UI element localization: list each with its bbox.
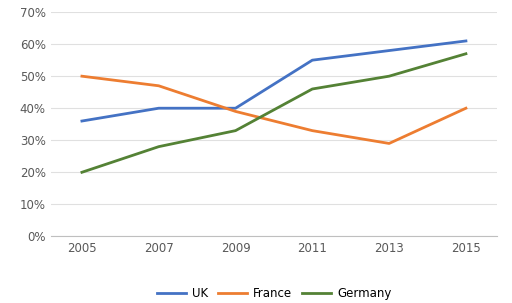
France — [232, 110, 239, 113]
Germany — [156, 145, 162, 148]
Line: UK: UK — [82, 41, 466, 121]
UK — [232, 106, 239, 110]
Germany — [386, 74, 392, 78]
UK — [79, 119, 85, 123]
UK — [156, 106, 162, 110]
France — [309, 129, 315, 132]
Line: Germany: Germany — [82, 54, 466, 172]
France — [386, 142, 392, 145]
Germany — [463, 52, 469, 55]
Germany — [232, 129, 239, 132]
Legend: UK, France, Germany: UK, France, Germany — [152, 283, 396, 303]
France — [156, 84, 162, 88]
France — [79, 74, 85, 78]
Germany — [309, 87, 315, 91]
UK — [386, 49, 392, 52]
UK — [463, 39, 469, 43]
UK — [309, 58, 315, 62]
France — [463, 106, 469, 110]
Line: France: France — [82, 76, 466, 143]
Germany — [79, 171, 85, 174]
